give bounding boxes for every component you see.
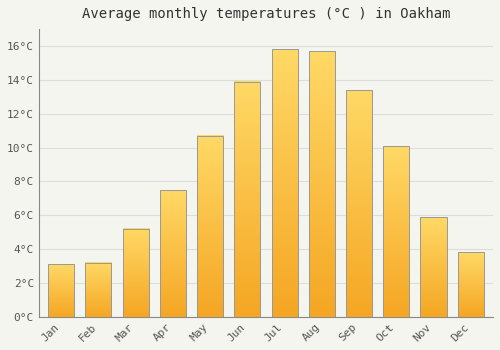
- Bar: [122, 229, 148, 317]
- Bar: [160, 190, 186, 317]
- Title: Average monthly temperatures (°C ) in Oakham: Average monthly temperatures (°C ) in Oa…: [82, 7, 450, 21]
- Bar: [458, 252, 483, 317]
- Bar: [48, 264, 74, 317]
- Bar: [197, 136, 223, 317]
- Bar: [383, 146, 409, 317]
- Bar: [346, 90, 372, 317]
- Bar: [234, 82, 260, 317]
- Bar: [272, 49, 297, 317]
- Bar: [308, 51, 335, 317]
- Bar: [420, 217, 446, 317]
- Bar: [86, 262, 112, 317]
